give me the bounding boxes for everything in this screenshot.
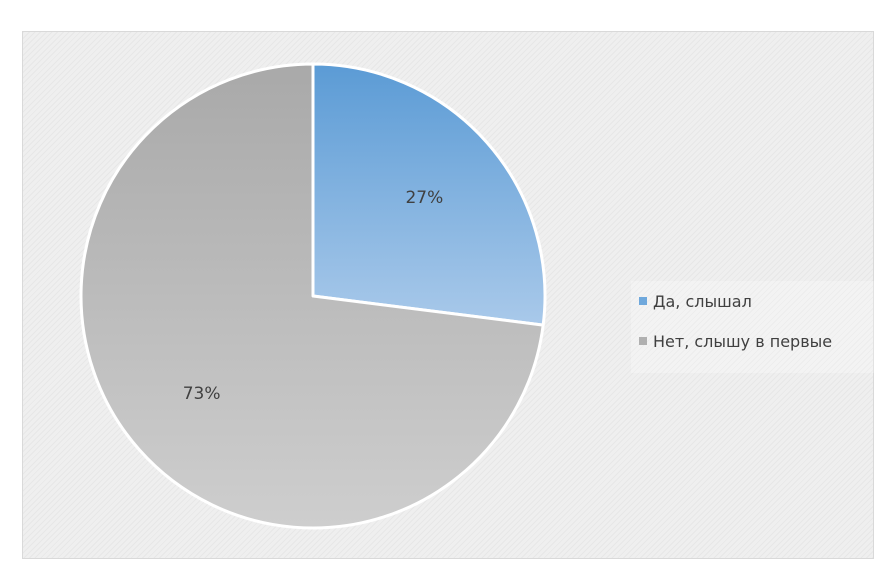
pie-slice-yes xyxy=(311,62,547,327)
chart-area: 27% 73% Да, слышал Нет, слышу в первые xyxy=(22,31,887,559)
legend-swatch-yes xyxy=(639,297,647,305)
data-label-no: 73% xyxy=(183,384,221,404)
pie-slice-no xyxy=(79,62,545,530)
legend-label-yes: Да, слышал xyxy=(653,291,752,311)
legend-item-no: Нет, слышу в первые xyxy=(639,330,832,352)
legend: Да, слышал Нет, слышу в первые xyxy=(631,281,887,373)
pie-chart: 27% 73% xyxy=(79,62,547,530)
legend-swatch-no xyxy=(639,337,647,345)
legend-item-yes: Да, слышал xyxy=(639,290,752,312)
data-label-yes: 27% xyxy=(405,188,443,208)
legend-label-no: Нет, слышу в первые xyxy=(653,331,833,351)
